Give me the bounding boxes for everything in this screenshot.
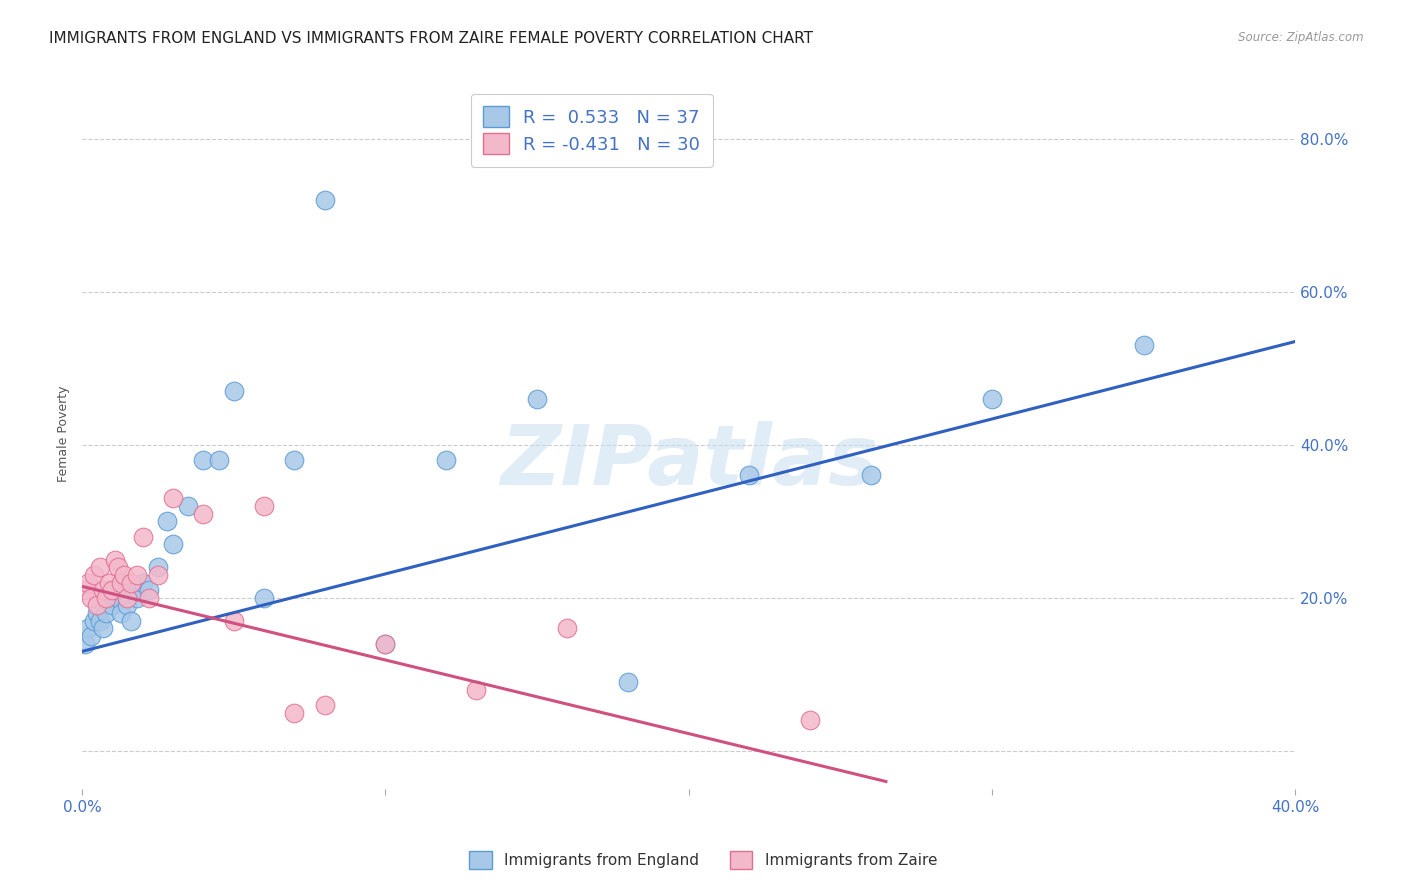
- Point: [283, 706, 305, 720]
- Point: [374, 637, 396, 651]
- Point: [207, 453, 229, 467]
- Text: ZIPatlas: ZIPatlas: [499, 421, 877, 502]
- Point: [91, 583, 114, 598]
- Point: [77, 622, 100, 636]
- Point: [222, 614, 245, 628]
- Point: [981, 392, 1004, 406]
- Point: [83, 614, 105, 628]
- Point: [101, 583, 124, 598]
- Point: [117, 591, 139, 605]
- Point: [125, 591, 148, 605]
- Point: [162, 537, 184, 551]
- Point: [86, 606, 108, 620]
- Point: [131, 575, 153, 590]
- Point: [131, 530, 153, 544]
- Point: [110, 606, 132, 620]
- Point: [77, 575, 100, 590]
- Point: [253, 591, 276, 605]
- Point: [125, 567, 148, 582]
- Point: [526, 392, 548, 406]
- Point: [138, 591, 160, 605]
- Point: [1132, 338, 1154, 352]
- Point: [117, 599, 139, 613]
- Point: [120, 614, 142, 628]
- Legend: R =  0.533   N = 37, R = -0.431   N = 30: R = 0.533 N = 37, R = -0.431 N = 30: [471, 94, 713, 167]
- Point: [314, 193, 336, 207]
- Point: [96, 606, 118, 620]
- Point: [80, 629, 103, 643]
- Point: [253, 499, 276, 513]
- Point: [89, 560, 111, 574]
- Point: [101, 599, 124, 613]
- Point: [98, 575, 121, 590]
- Point: [138, 583, 160, 598]
- Text: Source: ZipAtlas.com: Source: ZipAtlas.com: [1239, 31, 1364, 45]
- Point: [120, 575, 142, 590]
- Point: [859, 468, 882, 483]
- Point: [146, 567, 169, 582]
- Point: [557, 622, 579, 636]
- Point: [177, 499, 200, 513]
- Point: [110, 575, 132, 590]
- Point: [314, 698, 336, 712]
- Point: [107, 591, 129, 605]
- Point: [162, 491, 184, 506]
- Point: [107, 560, 129, 574]
- Point: [73, 583, 96, 598]
- Point: [114, 567, 136, 582]
- Point: [283, 453, 305, 467]
- Point: [98, 591, 121, 605]
- Point: [122, 583, 145, 598]
- Point: [193, 507, 215, 521]
- Point: [73, 637, 96, 651]
- Point: [86, 599, 108, 613]
- Point: [156, 514, 179, 528]
- Point: [222, 384, 245, 399]
- Legend: Immigrants from England, Immigrants from Zaire: Immigrants from England, Immigrants from…: [463, 845, 943, 875]
- Point: [104, 583, 127, 598]
- Point: [738, 468, 761, 483]
- Point: [374, 637, 396, 651]
- Point: [83, 567, 105, 582]
- Point: [799, 713, 821, 727]
- Point: [465, 682, 488, 697]
- Point: [434, 453, 457, 467]
- Point: [96, 591, 118, 605]
- Point: [89, 614, 111, 628]
- Point: [104, 552, 127, 566]
- Point: [193, 453, 215, 467]
- Text: IMMIGRANTS FROM ENGLAND VS IMMIGRANTS FROM ZAIRE FEMALE POVERTY CORRELATION CHAR: IMMIGRANTS FROM ENGLAND VS IMMIGRANTS FR…: [49, 31, 813, 46]
- Point: [146, 560, 169, 574]
- Y-axis label: Female Poverty: Female Poverty: [58, 385, 70, 482]
- Point: [91, 622, 114, 636]
- Point: [617, 675, 640, 690]
- Point: [80, 591, 103, 605]
